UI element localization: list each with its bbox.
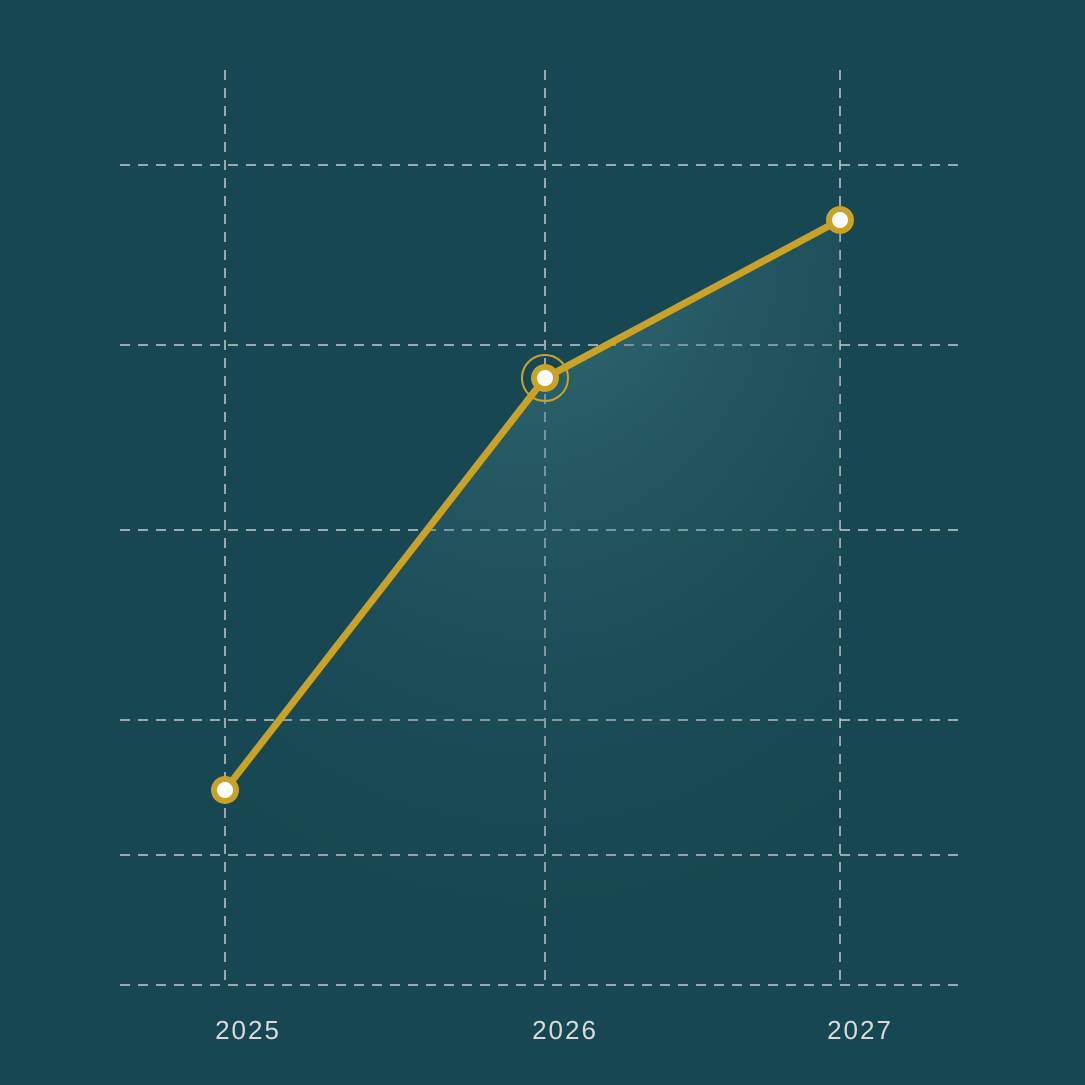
x-axis-label: 2026 — [532, 1015, 598, 1046]
marker-inner — [537, 370, 553, 386]
x-axis-label: 2027 — [827, 1015, 893, 1046]
line-chart: 2025 2026 2027 — [0, 0, 1085, 1085]
marker-inner — [832, 212, 848, 228]
chart-svg — [0, 0, 1085, 1085]
marker-inner — [217, 782, 233, 798]
x-axis-label: 2025 — [215, 1015, 281, 1046]
area-fill — [225, 220, 840, 985]
